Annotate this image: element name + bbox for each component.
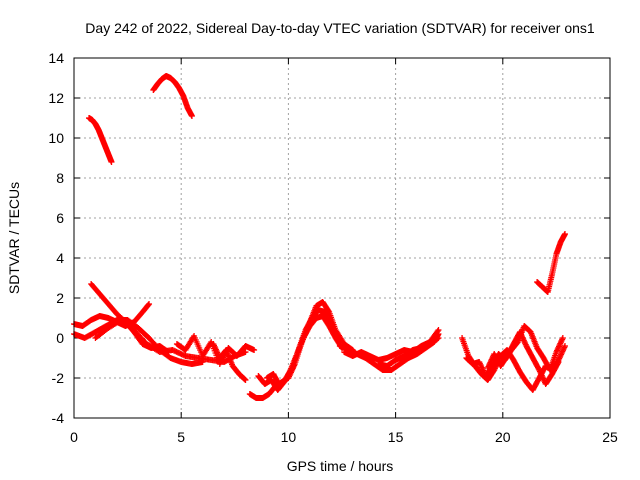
- y-tick-label: 4: [56, 250, 64, 266]
- series-arc-f: [210, 341, 249, 383]
- data-point: [559, 335, 566, 341]
- data-point: [555, 359, 562, 365]
- y-tick-label: 14: [48, 50, 64, 66]
- chart-title: Day 242 of 2022, Sidereal Day-to-day VTE…: [85, 20, 595, 36]
- y-axis-label: SDTVAR / TECUs: [6, 182, 22, 294]
- series-arc-high-1: [86, 115, 115, 165]
- x-tick-label: 5: [177, 429, 185, 445]
- x-tick-label: 10: [281, 429, 297, 445]
- series-arc-l: [375, 335, 442, 369]
- data-point: [435, 335, 442, 341]
- y-tick-label: 2: [56, 290, 64, 306]
- data-point: [561, 343, 568, 349]
- data-point: [188, 113, 195, 119]
- y-tick-label: 8: [56, 170, 64, 186]
- y-tick-label: 10: [48, 130, 64, 146]
- x-tick-label: 25: [602, 429, 618, 445]
- x-tick-label: 0: [70, 429, 78, 445]
- y-tick-label: 0: [56, 330, 64, 346]
- y-tick-label: -2: [52, 370, 65, 386]
- data-point: [336, 337, 343, 343]
- x-tick-label: 15: [388, 429, 404, 445]
- x-tick-label: 20: [495, 429, 511, 445]
- y-tick-label: -4: [52, 410, 65, 426]
- data-point: [108, 159, 115, 165]
- y-tick-label: 12: [48, 90, 64, 106]
- data-point: [435, 327, 442, 333]
- plot-frame: [73, 57, 611, 419]
- series-arc-o: [484, 329, 562, 387]
- data-points: [71, 73, 568, 401]
- x-axis-label: GPS time / hours: [287, 458, 394, 474]
- y-tick-label: 6: [56, 210, 64, 226]
- data-point: [146, 301, 153, 307]
- data-point: [251, 347, 258, 353]
- series-arc-rise: [534, 231, 568, 295]
- series-arc-i: [263, 307, 343, 389]
- data-point: [434, 328, 441, 335]
- data-point: [561, 231, 568, 237]
- series-arc-high-2: [150, 73, 195, 119]
- series-arc-n: [463, 323, 566, 379]
- data-point: [242, 377, 249, 383]
